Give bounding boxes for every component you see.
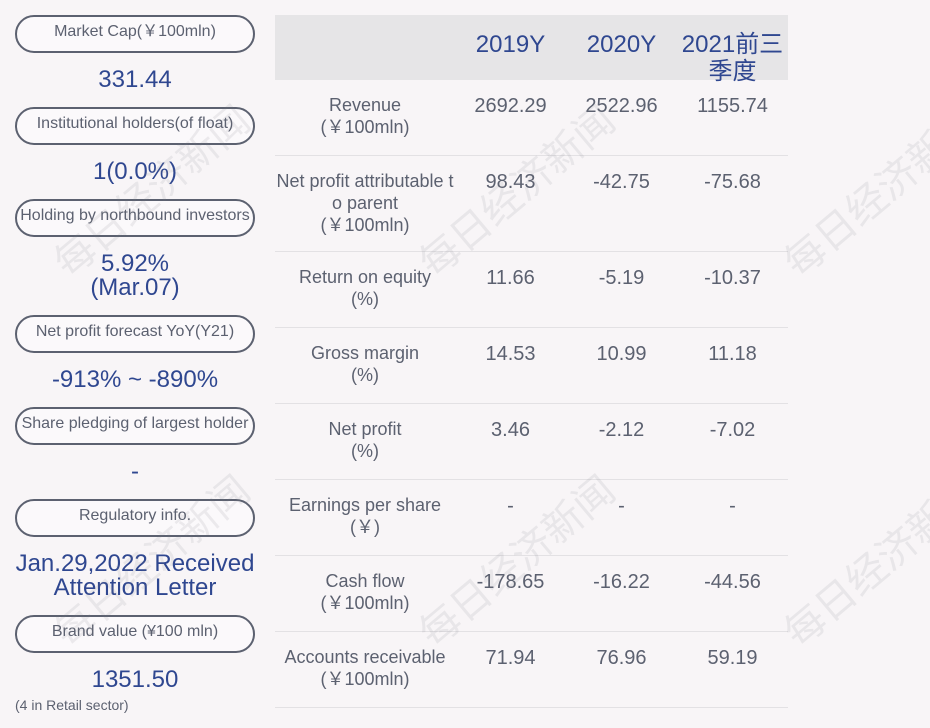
table-cell: - [507,495,514,517]
northbound-holding-date: (Mar.07) [90,274,180,301]
regulatory-info-value: Jan.29,2022 Received [15,550,255,577]
table-row: Gross margin (%) 14.53 10.99 11.18 [275,328,788,404]
institutional-holders-value: 1(0.0%) [92,158,178,185]
table-row: Accounts receivable (￥100mln) 71.94 76.96… [275,632,788,708]
table-cell: -10.37 [704,267,761,289]
institutional-holders-label: Institutional holders(of float) [15,107,255,145]
table-cell: 1155.74 [697,95,768,117]
table-cell: -2.12 [598,419,645,441]
row-label: Earnings per share (￥) [288,495,442,537]
column-header-2020: 2020Y [586,31,657,58]
table-cell: 11.18 [708,343,757,365]
regulatory-info-label: Regulatory info. [15,499,255,537]
market-cap-label: Market Cap(￥100mln) [15,15,255,53]
column-header-2021: 2021前三季度 [681,31,784,85]
northbound-holding-value: 5.92% [100,250,170,277]
table-row: Revenue (￥100mln) 2692.29 2522.96 1155.74 [275,80,788,156]
table-cell: -5.19 [598,267,645,289]
table-cell: 11.66 [486,267,535,289]
table-row: Cash flow (￥100mln) -178.65 -16.22 -44.56 [275,556,788,632]
brand-value-note: (4 in Retail sector) [15,697,129,713]
watermark: 每日经济新闻 [775,467,930,657]
table-row: Return on equity (%) 11.66 -5.19 -10.37 [275,252,788,328]
table-cell: -16.22 [593,571,650,593]
northbound-holding-label: Holding by northbound investors [15,199,255,237]
table-cell: -178.65 [476,571,545,593]
net-profit-forecast-label: Net profit forecast YoY(Y21) [15,315,255,353]
table-cell: -7.02 [709,419,756,441]
row-label: Gross margin (%) [310,343,420,385]
table-cell: - [618,495,625,517]
table-cell: 2692.29 [474,95,547,117]
row-label: Net profit attributable to parent (￥100ml… [276,171,454,235]
table-cell: 2522.96 [585,95,658,117]
table-row: Earnings per share (￥) - - - [275,480,788,556]
share-pledging-label: Share pledging of largest holder [15,407,255,445]
table-cell: -42.75 [593,171,650,193]
table-cell: 10.99 [596,343,647,365]
table-row: Net profit attributable to parent (￥100ml… [275,156,788,252]
table-cell: 3.46 [491,419,530,441]
column-header-2019: 2019Y [475,31,546,58]
regulatory-info-value-line2: Attention Letter [53,574,217,601]
row-label: Net profit (%) [328,419,402,461]
table-header: 2019Y 2020Y 2021前三季度 [275,15,788,85]
row-label: Revenue (￥100mln) [320,95,410,137]
row-label: Return on equity (%) [298,267,432,309]
table-cell: 59.19 [707,647,758,669]
table-cell: 98.43 [485,171,536,193]
brand-value-label: Brand value (¥100 mln) [15,615,255,653]
table-cell: 76.96 [596,647,647,669]
market-cap-value: 331.44 [98,66,172,93]
table-cell: 14.53 [485,343,536,365]
row-label: Accounts receivable (￥100mln) [284,647,446,689]
table-cell: - [729,495,736,517]
watermark: 每日经济新闻 [775,97,930,287]
table-cell: 71.94 [485,647,536,669]
net-profit-forecast-value: -913% ~ -890% [51,366,219,393]
share-pledging-value: - [131,458,139,485]
row-label: Cash flow (￥100mln) [320,571,410,613]
table-row: Net profit (%) 3.46 -2.12 -7.02 [275,404,788,480]
table-cell: -44.56 [704,571,761,593]
brand-value-value: 1351.50 [91,666,179,693]
table-cell: -75.68 [704,171,761,193]
